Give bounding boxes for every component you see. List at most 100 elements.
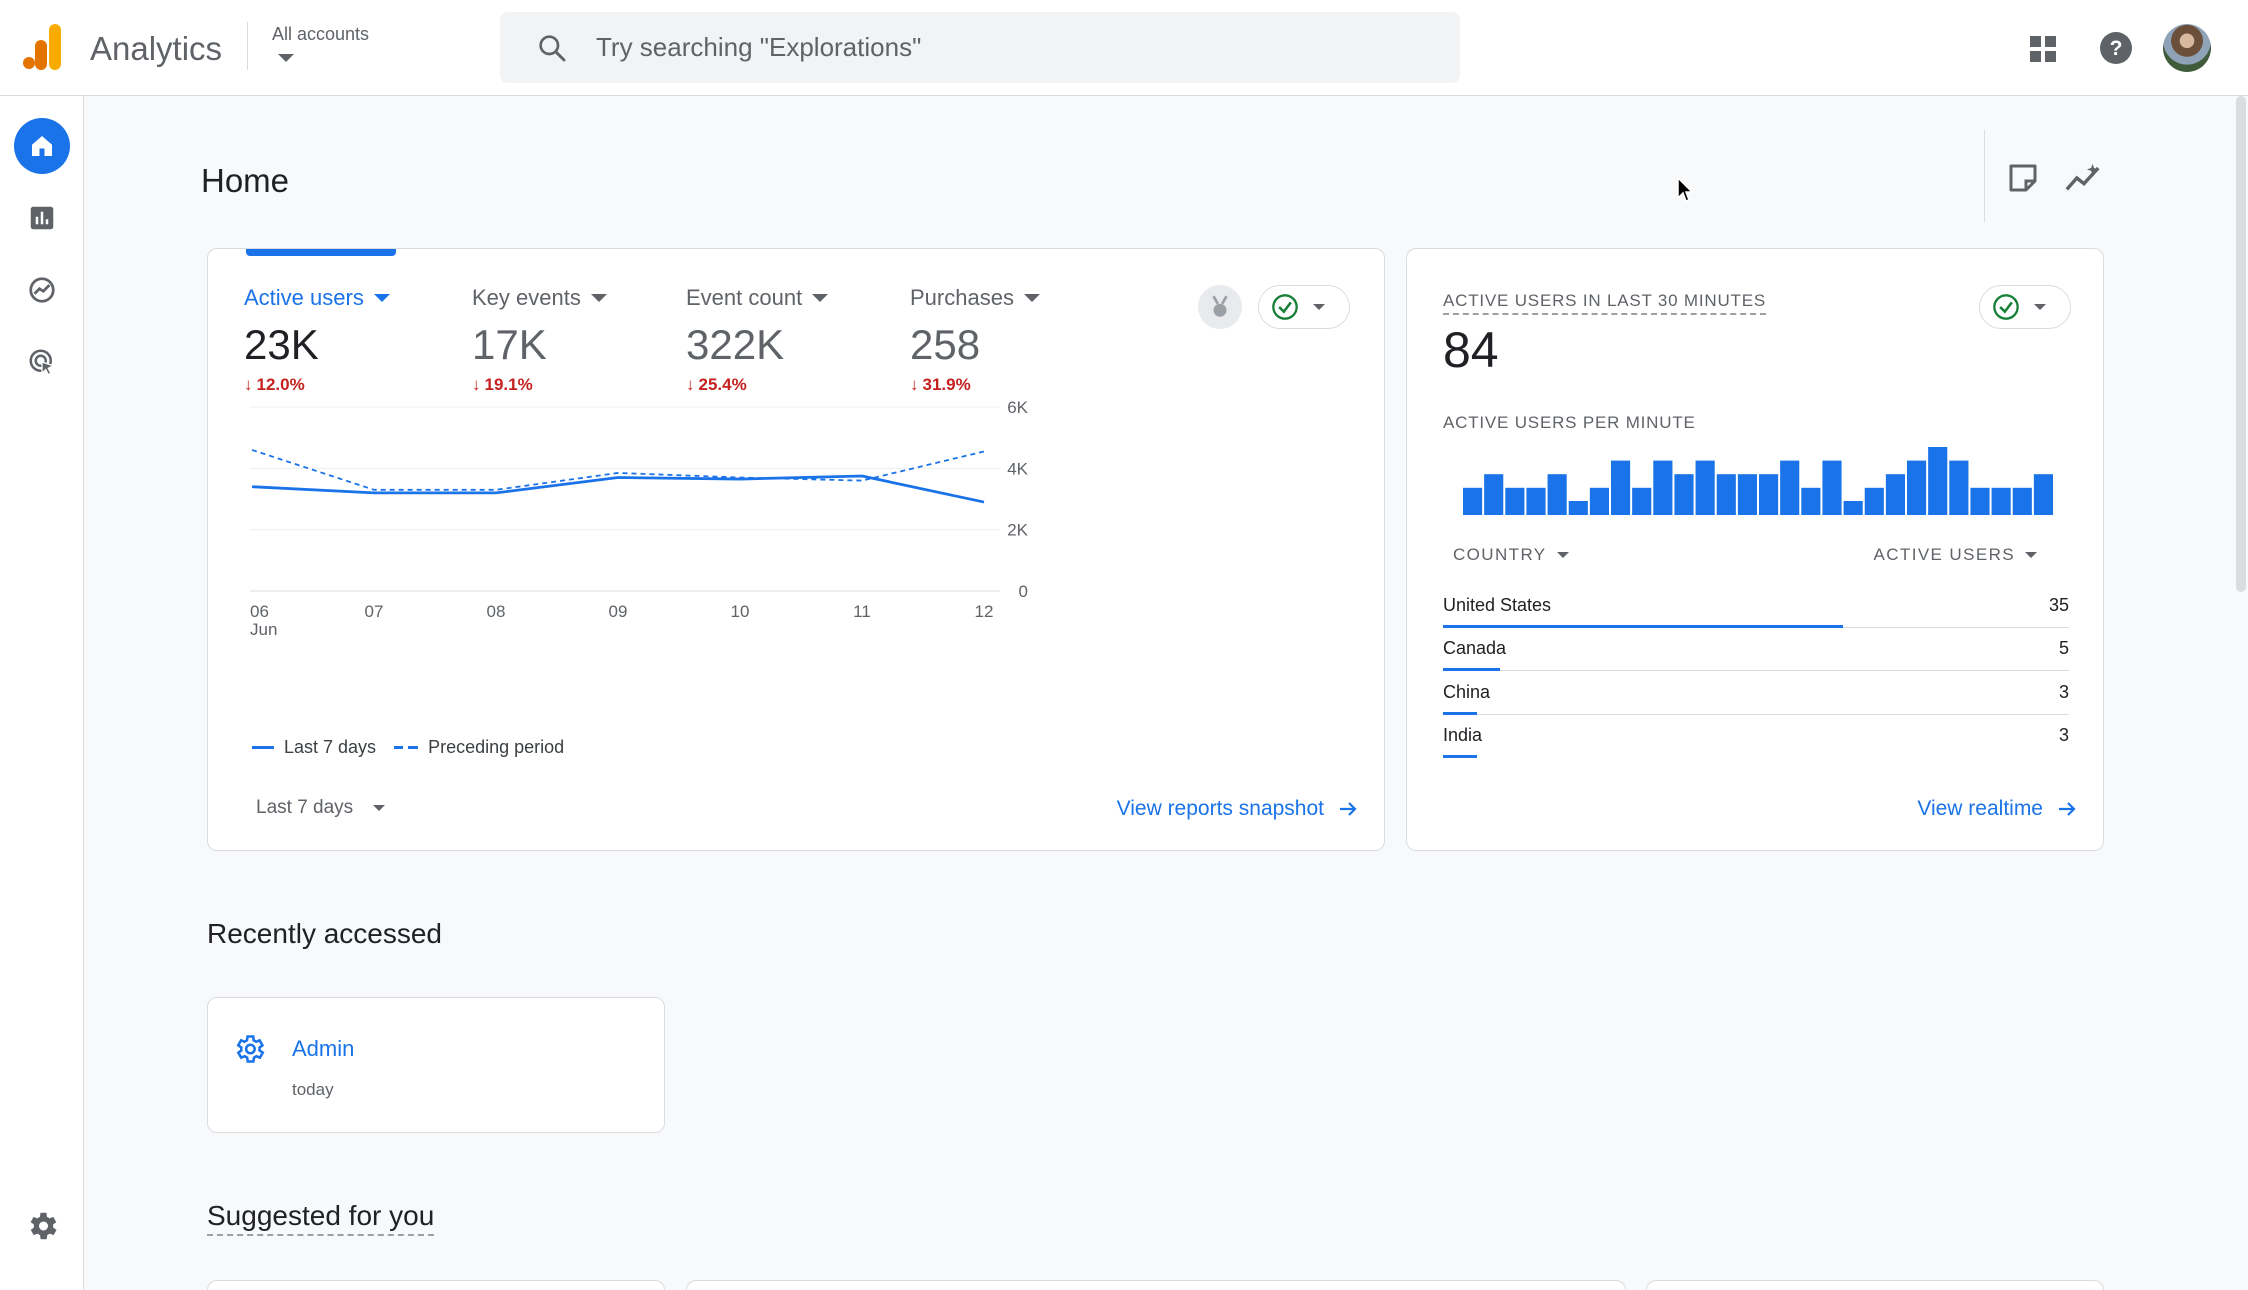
avatar[interactable]	[2163, 24, 2211, 72]
minute-bar	[1526, 487, 1546, 515]
scrollbar[interactable]	[2236, 96, 2246, 592]
analytics-logo[interactable]	[22, 24, 64, 70]
nav-explore-button[interactable]	[14, 262, 70, 318]
suggested-card[interactable]	[1646, 1280, 2104, 1290]
minute-bar	[1780, 460, 1800, 515]
mouse-cursor-icon	[1677, 176, 1694, 202]
data-quality-button[interactable]	[1258, 285, 1350, 329]
metric-tab-key-events[interactable]: Key events 17K ↓ 19.1%	[472, 285, 607, 395]
help-icon[interactable]: ?	[2099, 31, 2133, 65]
chevron-down-icon	[1313, 304, 1325, 310]
recent-item-name[interactable]: Admin	[292, 1036, 355, 1061]
nav-reports-button[interactable]	[14, 190, 70, 246]
x-tick-label: 09	[609, 602, 628, 621]
minute-bar	[1568, 501, 1588, 515]
minute-bar	[1463, 487, 1483, 515]
suggested-card[interactable]	[207, 1280, 665, 1290]
country-bar	[1443, 625, 1843, 628]
active-users-column-header[interactable]: ACTIVE USERS	[1873, 545, 2037, 565]
country-value: 5	[2058, 638, 2069, 658]
minute-bar	[1632, 487, 1652, 515]
insights-icon[interactable]	[2064, 160, 2104, 196]
explore-icon	[29, 277, 55, 303]
minute-bar	[1716, 474, 1736, 515]
minute-bar	[1949, 460, 1969, 515]
metric-change: 19.1%	[484, 375, 533, 394]
chevron-down-icon	[2034, 304, 2046, 310]
nav-home-button[interactable]	[14, 118, 70, 174]
x-tick-label: 12	[975, 602, 994, 621]
arrow-right-icon	[1340, 802, 1357, 816]
chart-legend: Last 7 days Preceding period	[252, 737, 564, 758]
chevron-down-icon[interactable]	[812, 294, 829, 302]
chevron-down-icon[interactable]	[373, 294, 390, 302]
divider	[1984, 130, 1985, 222]
suggested-title[interactable]: Suggested for you	[207, 1200, 435, 1236]
metric-tab-active-users[interactable]: Active users 23K ↓ 12.0%	[244, 285, 390, 395]
chevron-down-icon	[1556, 552, 1569, 558]
chevron-down-icon[interactable]	[278, 54, 294, 62]
view-realtime-link[interactable]: View realtime	[1917, 797, 2077, 821]
realtime-title[interactable]: ACTIVE USERS IN LAST 30 MINUTES	[1443, 291, 1767, 315]
apps-icon[interactable]	[2028, 34, 2058, 64]
metric-label: Event count	[686, 285, 803, 310]
country-name: China	[1443, 682, 1491, 702]
list-item[interactable]: India 3	[1443, 719, 2069, 763]
y-tick-label: 6K	[1007, 399, 1028, 417]
column-header-label: ACTIVE USERS	[1873, 545, 2015, 564]
metric-tab-purchases[interactable]: Purchases 258 ↓ 31.9%	[910, 285, 1040, 395]
data-quality-button[interactable]	[1979, 285, 2071, 329]
per-minute-label: ACTIVE USERS PER MINUTE	[1443, 413, 1696, 432]
metric-tab-event-count[interactable]: Event count 322K ↓ 25.4%	[686, 285, 829, 395]
list-item[interactable]: Canada 5	[1443, 632, 2069, 676]
legend-label: Last 7 days	[284, 737, 377, 757]
date-range-selector[interactable]: Last 7 days	[256, 797, 386, 819]
metric-value: 258	[910, 321, 981, 368]
minute-bar	[1759, 474, 1779, 515]
country-column-header[interactable]: COUNTRY	[1453, 545, 1569, 565]
search-input[interactable]	[596, 12, 1416, 83]
arrow-down-icon: ↓	[244, 375, 253, 394]
metric-value: 17K	[472, 321, 547, 368]
minute-bar	[1885, 474, 1905, 515]
y-tick-label: 4K	[1007, 459, 1028, 478]
recent-item-card[interactable]: Admin today	[207, 997, 665, 1133]
minute-bar	[1484, 474, 1504, 515]
metric-change: 25.4%	[698, 375, 747, 394]
list-item[interactable]: United States 35	[1443, 589, 2069, 633]
check-circle-icon	[1272, 294, 1298, 320]
settings-icon[interactable]	[24, 1208, 60, 1244]
minute-bar	[1864, 487, 1884, 515]
minute-bar	[1674, 474, 1694, 515]
view-reports-snapshot-link[interactable]: View reports snapshot	[1117, 797, 1358, 821]
metric-label: Purchases	[910, 285, 1014, 310]
minute-bar	[1589, 487, 1609, 515]
suggested-card[interactable]	[686, 1280, 1626, 1290]
chevron-down-icon[interactable]	[1023, 294, 1040, 302]
nav-advertising-button[interactable]	[14, 334, 70, 390]
country-bar	[1443, 668, 1501, 671]
search-box[interactable]	[500, 12, 1460, 83]
home-icon	[32, 136, 52, 156]
metric-change: 12.0%	[256, 375, 305, 394]
minute-bar	[2033, 474, 2053, 515]
x-tick-sublabel: Jun	[250, 620, 277, 639]
arrow-right-icon	[2059, 802, 2076, 816]
country-bar	[1443, 755, 1478, 758]
country-bar	[1443, 712, 1478, 715]
series-line	[251, 449, 985, 491]
check-circle-icon	[1993, 294, 2019, 320]
account-selector[interactable]: All accounts	[272, 24, 370, 44]
divider	[247, 22, 248, 70]
divider	[1443, 714, 2069, 715]
badge-button[interactable]	[1198, 285, 1242, 329]
y-tick-label: 2K	[1007, 521, 1028, 540]
chevron-down-icon[interactable]	[590, 294, 607, 302]
minute-bar	[1695, 460, 1715, 515]
list-item[interactable]: China 3	[1443, 676, 2069, 720]
notes-icon[interactable]	[2005, 160, 2041, 196]
minute-bar	[1611, 460, 1631, 515]
minute-bar	[2012, 487, 2032, 515]
divider	[1443, 670, 2069, 671]
country-value: 35	[2048, 595, 2069, 615]
